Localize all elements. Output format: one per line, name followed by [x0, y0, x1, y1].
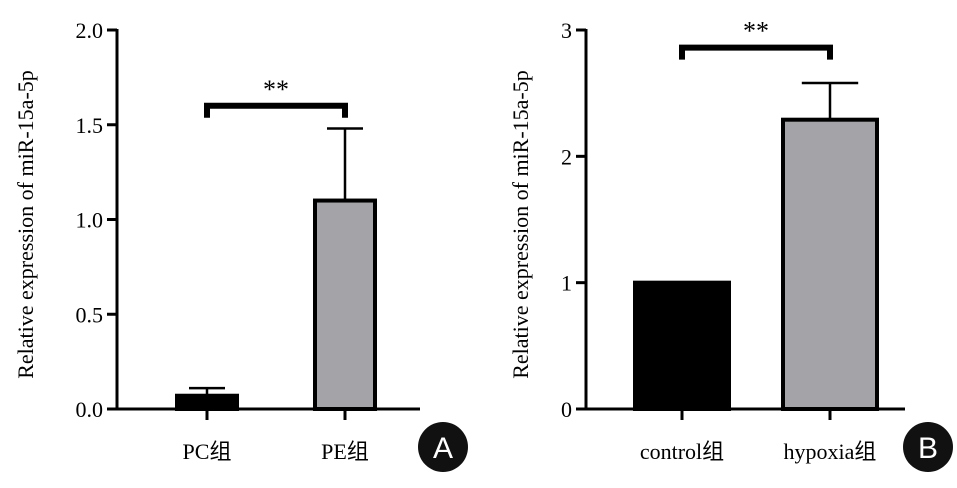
significance-bracket	[679, 44, 833, 60]
bar	[781, 117, 879, 412]
bar	[175, 393, 239, 411]
category-label: control组	[640, 439, 724, 464]
category-label: PE组	[321, 439, 369, 464]
y-tick-label: 0	[561, 397, 572, 422]
panel-badge	[903, 422, 953, 472]
significance-label: **	[743, 17, 769, 46]
y-tick-label: 0.5	[76, 302, 104, 327]
y-axis-label: Relative expression of miR-15a-5p	[13, 70, 38, 379]
category-label: PC组	[183, 439, 232, 464]
significance-bracket	[204, 102, 348, 118]
panel-badge-label: A	[433, 432, 453, 465]
y-tick-label: 0.0	[76, 397, 104, 422]
significance-label: **	[263, 75, 289, 104]
bar	[313, 198, 377, 411]
category-label: hypoxia组	[784, 439, 877, 464]
y-tick-label: 2	[561, 144, 572, 169]
y-tick-label: 2.0	[76, 18, 104, 43]
y-tick-label: 1.0	[76, 208, 104, 233]
panel-badge	[418, 422, 468, 472]
panel-badge-label: B	[918, 432, 938, 465]
bar	[633, 280, 731, 411]
y-tick-label: 3	[561, 18, 572, 43]
panel-b: 0 1 2 3 Relative expression of miR-15a-5p con…	[508, 17, 953, 472]
panel-a: 0.0 0.5 1.0 1.5 2.0 Relative expression of mi…	[13, 18, 468, 472]
y-tick-label: 1	[561, 271, 572, 296]
y-axis-label: Relative expression of miR-15a-5p	[508, 70, 533, 379]
y-tick-label: 1.5	[76, 113, 104, 138]
